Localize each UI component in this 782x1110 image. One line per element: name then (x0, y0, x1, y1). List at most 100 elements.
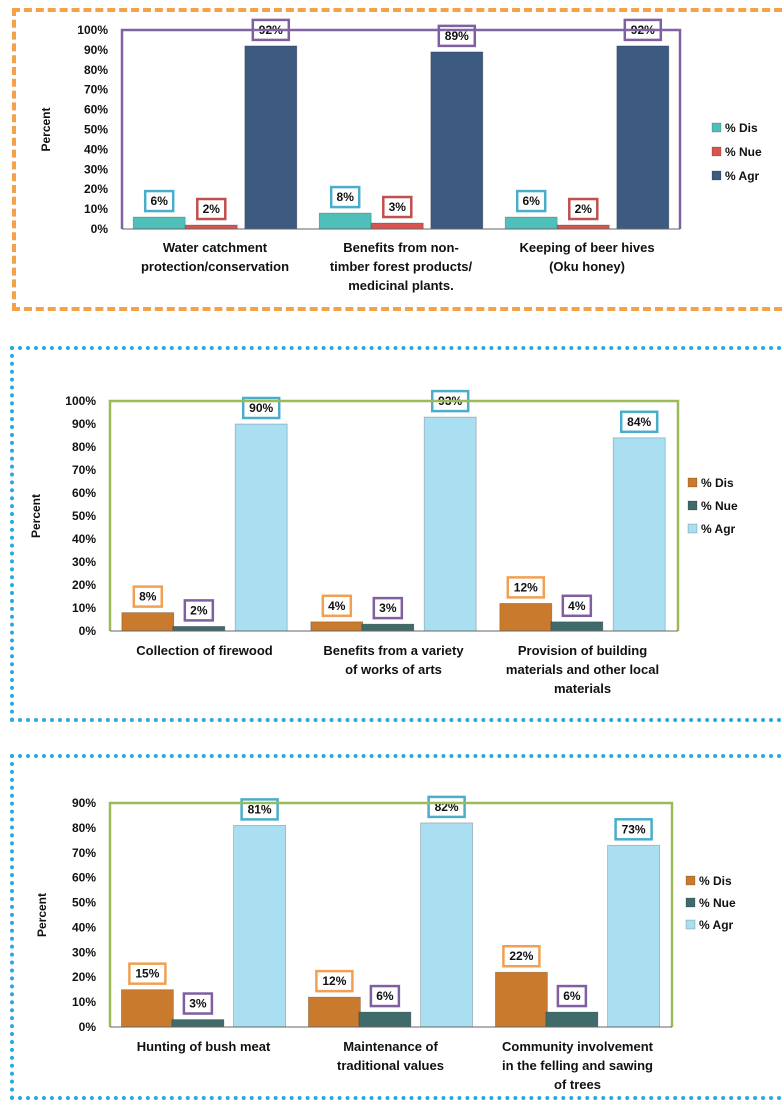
legend-label: % Dis (701, 476, 734, 490)
data-label: 89% (445, 29, 469, 43)
y-tick-labels: 0% 10% 20% 30% 40% 50% 60% 70% 80% 90% (72, 796, 96, 1034)
bar (307, 996, 361, 1028)
data-label: 6% (563, 989, 581, 1003)
bar (132, 216, 186, 230)
data-label-box (372, 596, 404, 620)
bar-chart-1: 0% 10% 20% 30% 40% 50% 60% 70% 80% 90% 100% Percent… (39, 18, 762, 293)
legend-label: % Agr (699, 918, 734, 932)
x-category-labels: Hunting of bush meat Maintenance of tradit… (137, 1039, 654, 1092)
legend-swatch (685, 897, 696, 908)
data-label-box (382, 195, 413, 219)
data-label-box (556, 984, 588, 1008)
data-label: 3% (379, 601, 397, 615)
bar (550, 621, 604, 632)
bars: 8%2%90%4% 3%93%12%4%84% (121, 389, 666, 632)
y-tick-label: 80% (72, 440, 96, 454)
bar (318, 212, 372, 230)
y-tick-label: 90% (84, 43, 108, 57)
legend-label: % Nue (725, 145, 762, 159)
bar (616, 45, 670, 230)
y-tick-label: 70% (72, 846, 96, 860)
x-category-label: Benefits from non- (343, 240, 459, 255)
y-tick-label: 90% (72, 417, 96, 431)
x-category-label: materials (554, 681, 611, 696)
y-tick-label: 90% (72, 796, 96, 810)
y-tick-label: 10% (84, 202, 108, 216)
data-label-box (369, 984, 401, 1008)
legend-swatch (711, 146, 722, 157)
bar (504, 216, 558, 230)
data-label: 12% (514, 580, 538, 594)
x-category-label: of trees (554, 1077, 601, 1092)
data-label-box (128, 962, 167, 985)
legend-label: % Dis (699, 874, 732, 888)
bar-chart-3: 0% 10% 20% 30% 40% 50% 60% 70% 80% 90% Percent 15% 3… (35, 795, 736, 1092)
legend-label: % Agr (701, 522, 736, 536)
x-category-label: of works of arts (345, 662, 442, 677)
data-label-box (315, 969, 354, 993)
data-label-box (196, 197, 227, 221)
y-tick-label: 0% (79, 624, 97, 638)
y-tick-label: 0% (91, 222, 109, 236)
y-tick-label: 70% (84, 83, 108, 97)
y-tick-label: 80% (72, 821, 96, 835)
data-label: 2% (190, 603, 208, 617)
y-tick-label: 20% (84, 182, 108, 196)
data-label-box (568, 197, 599, 221)
data-label: 73% (622, 822, 646, 836)
x-category-label: Keeping of beer hives (519, 240, 654, 255)
y-tick-label: 60% (72, 871, 96, 885)
legend-swatch (687, 523, 698, 534)
y-tick-label: 60% (72, 486, 96, 500)
bar (494, 971, 548, 1028)
data-label: 8% (139, 590, 157, 604)
data-label-box (321, 594, 353, 618)
y-tick-label: 10% (72, 995, 96, 1009)
bar (556, 224, 610, 230)
data-label: 15% (135, 967, 159, 981)
x-category-label: medicinal plants. (348, 278, 453, 293)
legend-label: % Nue (699, 896, 736, 910)
bar (244, 45, 298, 230)
data-label-box (132, 585, 164, 608)
bars: 15%3%81%12%6%82%22%6%73% (121, 795, 660, 1028)
y-tick-label: 40% (84, 142, 108, 156)
legend-swatch (711, 170, 722, 181)
y-tick-label: 50% (72, 509, 96, 523)
data-label-box (329, 185, 361, 209)
y-axis-title: Percent (35, 893, 49, 937)
y-axis-title: Percent (39, 107, 53, 151)
data-label-box (241, 396, 281, 420)
legend: % Dis % Nue % Agr (687, 476, 738, 536)
data-label: 3% (389, 200, 407, 214)
legend: % Dis % Nue % Agr (685, 874, 736, 932)
y-tick-label: 20% (72, 970, 96, 984)
bar (121, 989, 174, 1028)
y-tick-label: 10% (72, 601, 96, 615)
data-label-box (182, 992, 214, 1015)
data-label-box (506, 576, 546, 599)
bar (423, 416, 477, 632)
y-tick-label: 40% (72, 532, 96, 546)
y-tick-labels: 0% 10% 20% 30% 40% 50% 60% 70% 80% 90% 100% (65, 394, 96, 638)
bar (420, 822, 474, 1028)
data-label: 3% (189, 997, 207, 1011)
y-axis-title: Percent (29, 494, 43, 538)
bar (310, 621, 364, 632)
data-label: 6% (151, 194, 169, 208)
legend-swatch (711, 122, 722, 133)
data-label-box (183, 599, 215, 622)
y-tick-label: 50% (84, 123, 108, 137)
y-tick-label: 70% (72, 463, 96, 477)
x-category-label: Community involvement (502, 1039, 654, 1054)
data-label: 81% (248, 802, 272, 816)
bars: 6%2%92%8%3%89%6%2%92% (132, 18, 670, 230)
x-category-labels: Water catchment protection/conservation Be… (141, 240, 655, 293)
y-tick-label: 50% (72, 896, 96, 910)
plot-border (120, 28, 682, 229)
bar (172, 625, 226, 632)
data-label-box (515, 189, 547, 213)
y-tick-label: 100% (65, 394, 96, 408)
y-tick-label: 100% (77, 23, 108, 37)
y-tick-label: 30% (72, 555, 96, 569)
